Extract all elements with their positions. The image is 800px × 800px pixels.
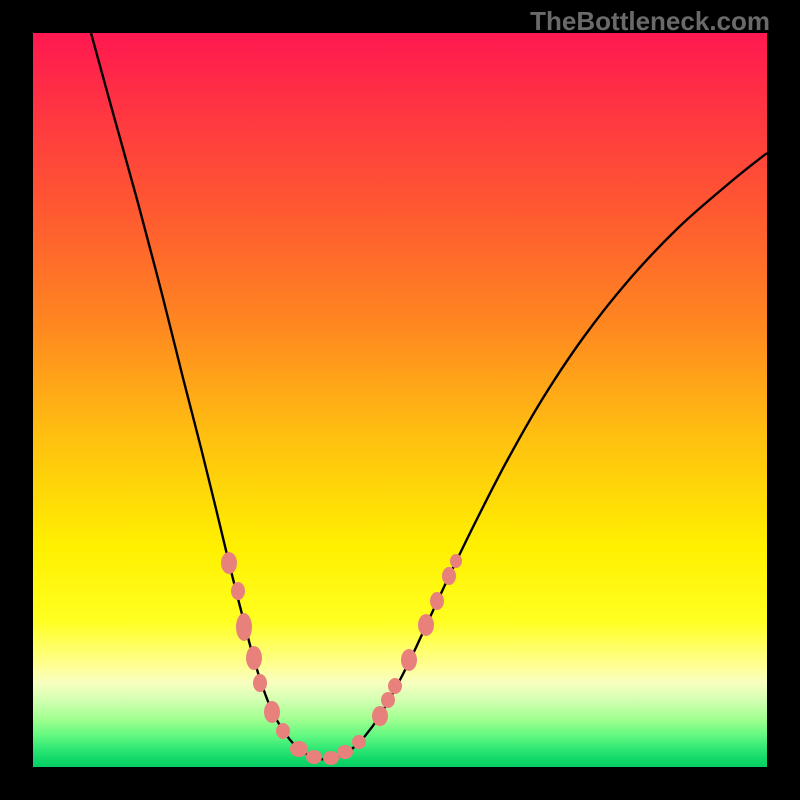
chart-frame: TheBottleneck.com (0, 0, 800, 800)
plot-area (33, 33, 767, 767)
gradient-background (33, 33, 767, 767)
